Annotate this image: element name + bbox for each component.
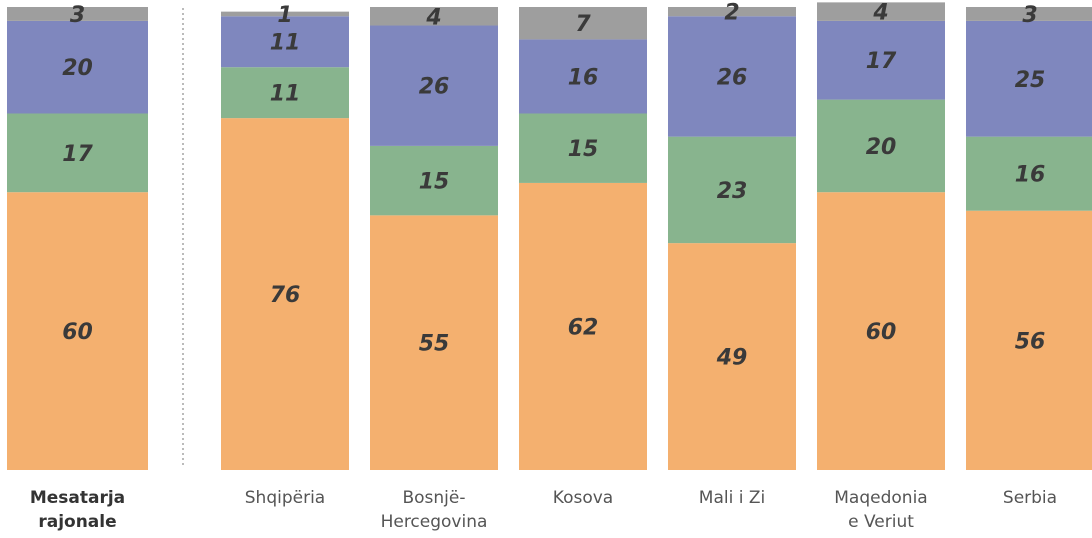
bar-segment <box>966 7 1092 21</box>
bar-segment <box>370 7 498 26</box>
bar-segment <box>221 67 349 119</box>
bar-segment <box>966 20 1092 137</box>
bar-segment <box>519 182 647 470</box>
data-label: 25 <box>1015 68 1046 93</box>
data-label: 4 <box>872 1 888 26</box>
x-tick-label: Mesatarja rajonale <box>29 488 126 532</box>
bar-segment <box>221 11 349 17</box>
bar-segment <box>668 7 796 17</box>
x-tick-label: Mali i Zi <box>698 488 766 508</box>
data-label: 16 <box>568 65 599 90</box>
bar-segment <box>668 136 796 244</box>
x-tick-label: Serbia <box>1002 488 1058 508</box>
data-label: 16 <box>1015 163 1046 188</box>
bar-segment <box>966 210 1092 470</box>
data-label: 15 <box>568 137 599 162</box>
bar-segment <box>668 16 796 137</box>
bar-segment <box>370 215 498 470</box>
data-label: 2 <box>724 1 739 26</box>
bar-segment <box>817 192 945 470</box>
data-label: 20 <box>62 56 93 81</box>
bar-segment <box>370 25 498 146</box>
data-label: 76 <box>270 283 301 308</box>
bar-segment <box>817 99 945 193</box>
x-tick-label: Kosova <box>552 488 614 508</box>
data-label: 17 <box>62 142 93 167</box>
bar-segment <box>7 20 148 114</box>
bar-segment <box>966 136 1092 211</box>
data-label: 15 <box>419 170 450 195</box>
x-tick-label: Shqipëria <box>244 488 326 508</box>
bar-segment <box>519 113 647 183</box>
data-label: 23 <box>717 179 748 204</box>
plot: 6017203761111155152646215167492326260201… <box>7 1 1092 471</box>
bar-segment <box>370 145 498 216</box>
data-label: 26 <box>717 65 748 90</box>
x-tick-label: Bosnjë- Hercegovina <box>380 488 488 532</box>
bar-segment <box>668 243 796 470</box>
x-tick-label: Maqedonia e Veriut <box>834 488 928 532</box>
data-label: 17 <box>866 49 897 74</box>
bar-segment <box>221 16 349 68</box>
data-label: 60 <box>62 320 93 345</box>
data-label: 3 <box>70 3 85 28</box>
data-label: 55 <box>419 332 450 357</box>
bar-segment <box>519 39 647 114</box>
data-label: 11 <box>270 82 301 107</box>
data-label: 20 <box>866 135 897 160</box>
data-label: 26 <box>419 75 450 100</box>
data-label: 62 <box>568 315 599 340</box>
bar-segment <box>221 118 349 471</box>
data-label: 11 <box>270 31 301 56</box>
data-label: 60 <box>866 320 897 345</box>
data-label: 56 <box>1015 329 1046 354</box>
bar-segment <box>817 20 945 100</box>
bar-segment <box>7 113 148 193</box>
data-label: 7 <box>575 12 591 37</box>
data-label: 4 <box>425 5 441 30</box>
bar-segment <box>519 7 647 40</box>
bar-segment <box>7 7 148 21</box>
data-label: 1 <box>277 3 292 28</box>
bar-segment <box>817 2 945 21</box>
data-label: 3 <box>1022 3 1037 28</box>
data-label: 49 <box>716 346 748 371</box>
bar-segment <box>7 192 148 470</box>
